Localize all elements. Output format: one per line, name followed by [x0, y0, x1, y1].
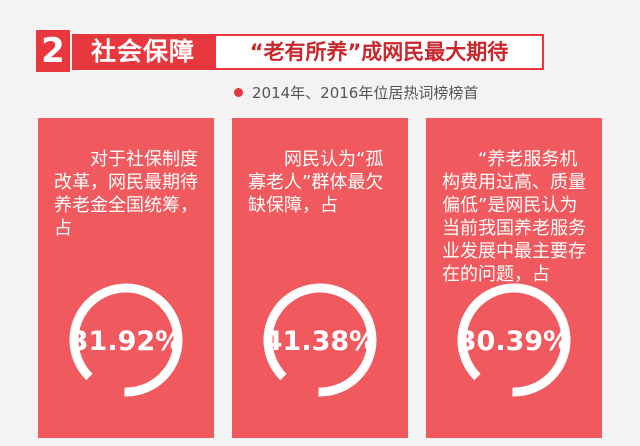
subtitle-text: 2014年、2016年位居热词榜榜首 [252, 84, 479, 102]
card: 对于社保制度改革，网民最期待养老金全国统筹，占 31.92% [38, 118, 214, 438]
ring [457, 283, 571, 397]
percentage: 30.39% [458, 326, 570, 357]
card-text: “养老服务机构费用过高、质量偏低”是网民认为当前我国养老服务业发展中最主要存在的… [442, 149, 586, 285]
headline: “老有所养”成网民最大期待 [214, 34, 544, 70]
card-text: 对于社保制度改革，网民最期待养老金全国统筹，占 [54, 149, 198, 239]
ring-graphic: 30.39% [457, 283, 571, 397]
section-number: 2 [36, 30, 70, 72]
ring [69, 283, 183, 397]
card: 网民认为“孤寡老人”群体最欠缺保障，占 41.38% [232, 118, 408, 438]
card-text: 网民认为“孤寡老人”群体最欠缺保障，占 [248, 149, 384, 216]
percentage: 41.38% [264, 326, 376, 357]
subtitle: 2014年、2016年位居热词榜榜首 [234, 82, 478, 104]
section-tag: 社会保障 [72, 34, 214, 70]
bullet [234, 88, 243, 97]
percentage: 31.92% [70, 326, 182, 357]
card: “养老服务机构费用过高、质量偏低”是网民认为当前我国养老服务业发展中最主要存在的… [426, 118, 602, 438]
ring-graphic: 31.92% [69, 283, 183, 397]
ring-graphic: 41.38% [263, 283, 377, 397]
ring [263, 283, 377, 397]
